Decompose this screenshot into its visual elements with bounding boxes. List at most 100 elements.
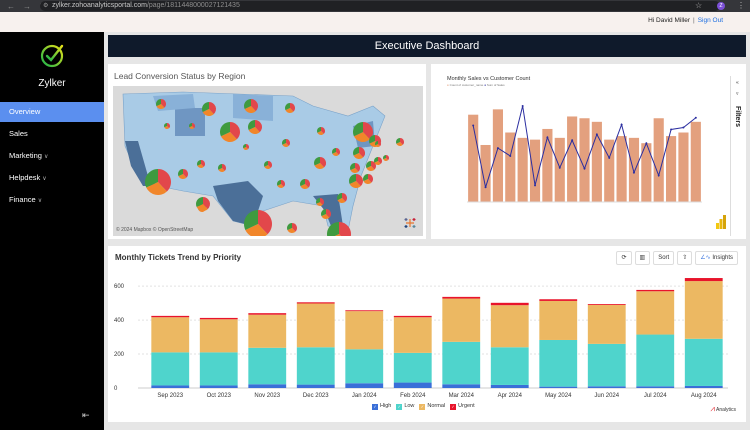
region-pie-slice[interactable] [203, 197, 210, 210]
region-pie-slice[interactable] [356, 174, 363, 187]
bar-segment-normal[interactable] [248, 314, 287, 348]
region-pie-slice[interactable] [375, 141, 378, 146]
region-pie-slice[interactable] [246, 144, 249, 150]
region-pie-slice[interactable] [386, 155, 389, 161]
region-pie-slice[interactable] [178, 169, 183, 177]
bar-segment-urgent[interactable] [199, 317, 238, 320]
region-pie-slice[interactable] [277, 180, 281, 186]
region-pie-slice[interactable] [332, 148, 336, 154]
sign-out-link[interactable]: Sign Out [697, 17, 723, 24]
back-icon[interactable]: ← [7, 1, 15, 11]
region-pie-slice[interactable] [314, 157, 320, 166]
legend-normal[interactable]: ✓ Normal [419, 403, 446, 410]
bar-segment-urgent[interactable] [587, 304, 626, 305]
region-pie-slice[interactable] [220, 122, 230, 137]
insights-button[interactable]: ∠∿ Insights [695, 251, 738, 265]
region-pie-slice[interactable] [359, 147, 365, 158]
region-pie-slice[interactable] [245, 224, 268, 236]
region-pie-slice[interactable] [349, 181, 361, 188]
region-pie-slice[interactable] [196, 204, 208, 211]
chart-type-button[interactable]: ▥ [634, 251, 651, 265]
bar-segment-low[interactable] [199, 352, 238, 386]
customer-count-bar[interactable] [529, 139, 541, 202]
region-pie-slice[interactable] [218, 168, 225, 172]
bar-segment-urgent[interactable] [539, 299, 578, 301]
bar-segment-normal[interactable] [587, 304, 626, 344]
bar-segment-high[interactable] [151, 385, 190, 388]
sales-point[interactable] [472, 124, 475, 127]
bar-segment-urgent[interactable] [684, 278, 723, 282]
customer-count-bar[interactable] [653, 118, 664, 202]
region-pie-slice[interactable] [258, 210, 272, 235]
region-pie-slice[interactable] [222, 164, 227, 171]
customer-count-bar[interactable] [579, 118, 590, 202]
region-pie-slice[interactable] [218, 164, 222, 170]
bookmark-star-icon[interactable]: ☆ [695, 1, 703, 10]
bar-segment-high[interactable] [539, 386, 578, 388]
region-pie-slice[interactable] [244, 106, 256, 113]
region-pie-slice[interactable] [363, 179, 372, 184]
region-pie-slice[interactable] [197, 164, 204, 168]
customer-count-bar[interactable] [678, 132, 689, 202]
region-pie-slice[interactable] [158, 169, 171, 192]
customer-count-bar[interactable] [554, 137, 565, 202]
bar-segment-high[interactable] [587, 386, 626, 388]
region-pie-slice[interactable] [363, 174, 368, 182]
legend-low[interactable]: ✓ Low [396, 403, 415, 410]
sidebar-item-helpdesk[interactable]: Helpdesk ∨ [0, 168, 104, 188]
filter-icon[interactable]: ▿ [736, 91, 739, 97]
customer-count-bar[interactable] [480, 144, 491, 202]
sales-point[interactable] [571, 139, 574, 142]
region-pie-slice[interactable] [400, 138, 405, 145]
region-pie-slice[interactable] [285, 103, 290, 111]
region-pie-slice[interactable] [248, 127, 260, 134]
region-pie-slice[interactable] [326, 209, 331, 218]
region-pie-slice[interactable] [396, 142, 403, 146]
bar-segment-urgent[interactable] [296, 302, 335, 304]
region-pie-slice[interactable] [317, 131, 324, 135]
region-pie-slice[interactable] [145, 169, 158, 188]
region-pie-slice[interactable] [316, 202, 323, 206]
region-pie-slice[interactable] [339, 222, 351, 236]
customer-count-bar[interactable] [517, 137, 528, 202]
region-pie-slice[interactable] [314, 163, 325, 169]
sidebar-item-sales[interactable]: Sales [0, 124, 104, 144]
bar-segment-normal[interactable] [539, 300, 578, 340]
region-pie-slice[interactable] [220, 132, 237, 142]
region-pie-slice[interactable] [290, 103, 295, 112]
region-pie-slice[interactable] [287, 223, 292, 231]
region-pie-slice[interactable] [277, 184, 284, 188]
bar-segment-low[interactable] [296, 347, 335, 385]
region-pie-slice[interactable] [183, 169, 188, 178]
sales-point[interactable] [608, 156, 611, 159]
region-pie-slice[interactable] [244, 210, 258, 230]
customer-count-bar[interactable] [666, 136, 677, 202]
sales-point[interactable] [583, 167, 586, 170]
forward-icon[interactable]: → [23, 1, 31, 11]
customer-count-bar[interactable] [567, 116, 578, 202]
bar-segment-high[interactable] [684, 385, 723, 388]
sales-point[interactable] [484, 186, 487, 189]
region-pie-slice[interactable] [342, 193, 347, 202]
sales-point[interactable] [534, 184, 537, 187]
region-map[interactable]: © 2024 Mapbox © OpenStreetMap [113, 86, 423, 236]
bar-segment-high[interactable] [345, 383, 384, 388]
customer-count-bar[interactable] [542, 128, 553, 202]
bar-segment-normal[interactable] [442, 298, 481, 342]
profile-avatar[interactable]: Z [717, 2, 725, 10]
region-pie-slice[interactable] [374, 157, 378, 163]
region-pie-slice[interactable] [146, 182, 167, 195]
expand-filters-icon[interactable]: « [736, 80, 739, 86]
bar-segment-normal[interactable] [636, 291, 675, 335]
bar-segment-urgent[interactable] [248, 313, 287, 315]
sidebar-item-overview[interactable]: Overview [0, 102, 104, 122]
bar-segment-normal[interactable] [199, 319, 238, 353]
region-pie-slice[interactable] [327, 222, 339, 236]
sales-point[interactable] [682, 126, 685, 129]
sales-point[interactable] [546, 136, 549, 139]
region-pie-slice[interactable] [300, 179, 305, 187]
region-pie-slice[interactable] [317, 127, 321, 133]
region-pie-slice[interactable] [305, 179, 310, 188]
customer-count-bar[interactable] [604, 139, 615, 202]
browser-menu-icon[interactable]: ⋮ [737, 1, 745, 10]
